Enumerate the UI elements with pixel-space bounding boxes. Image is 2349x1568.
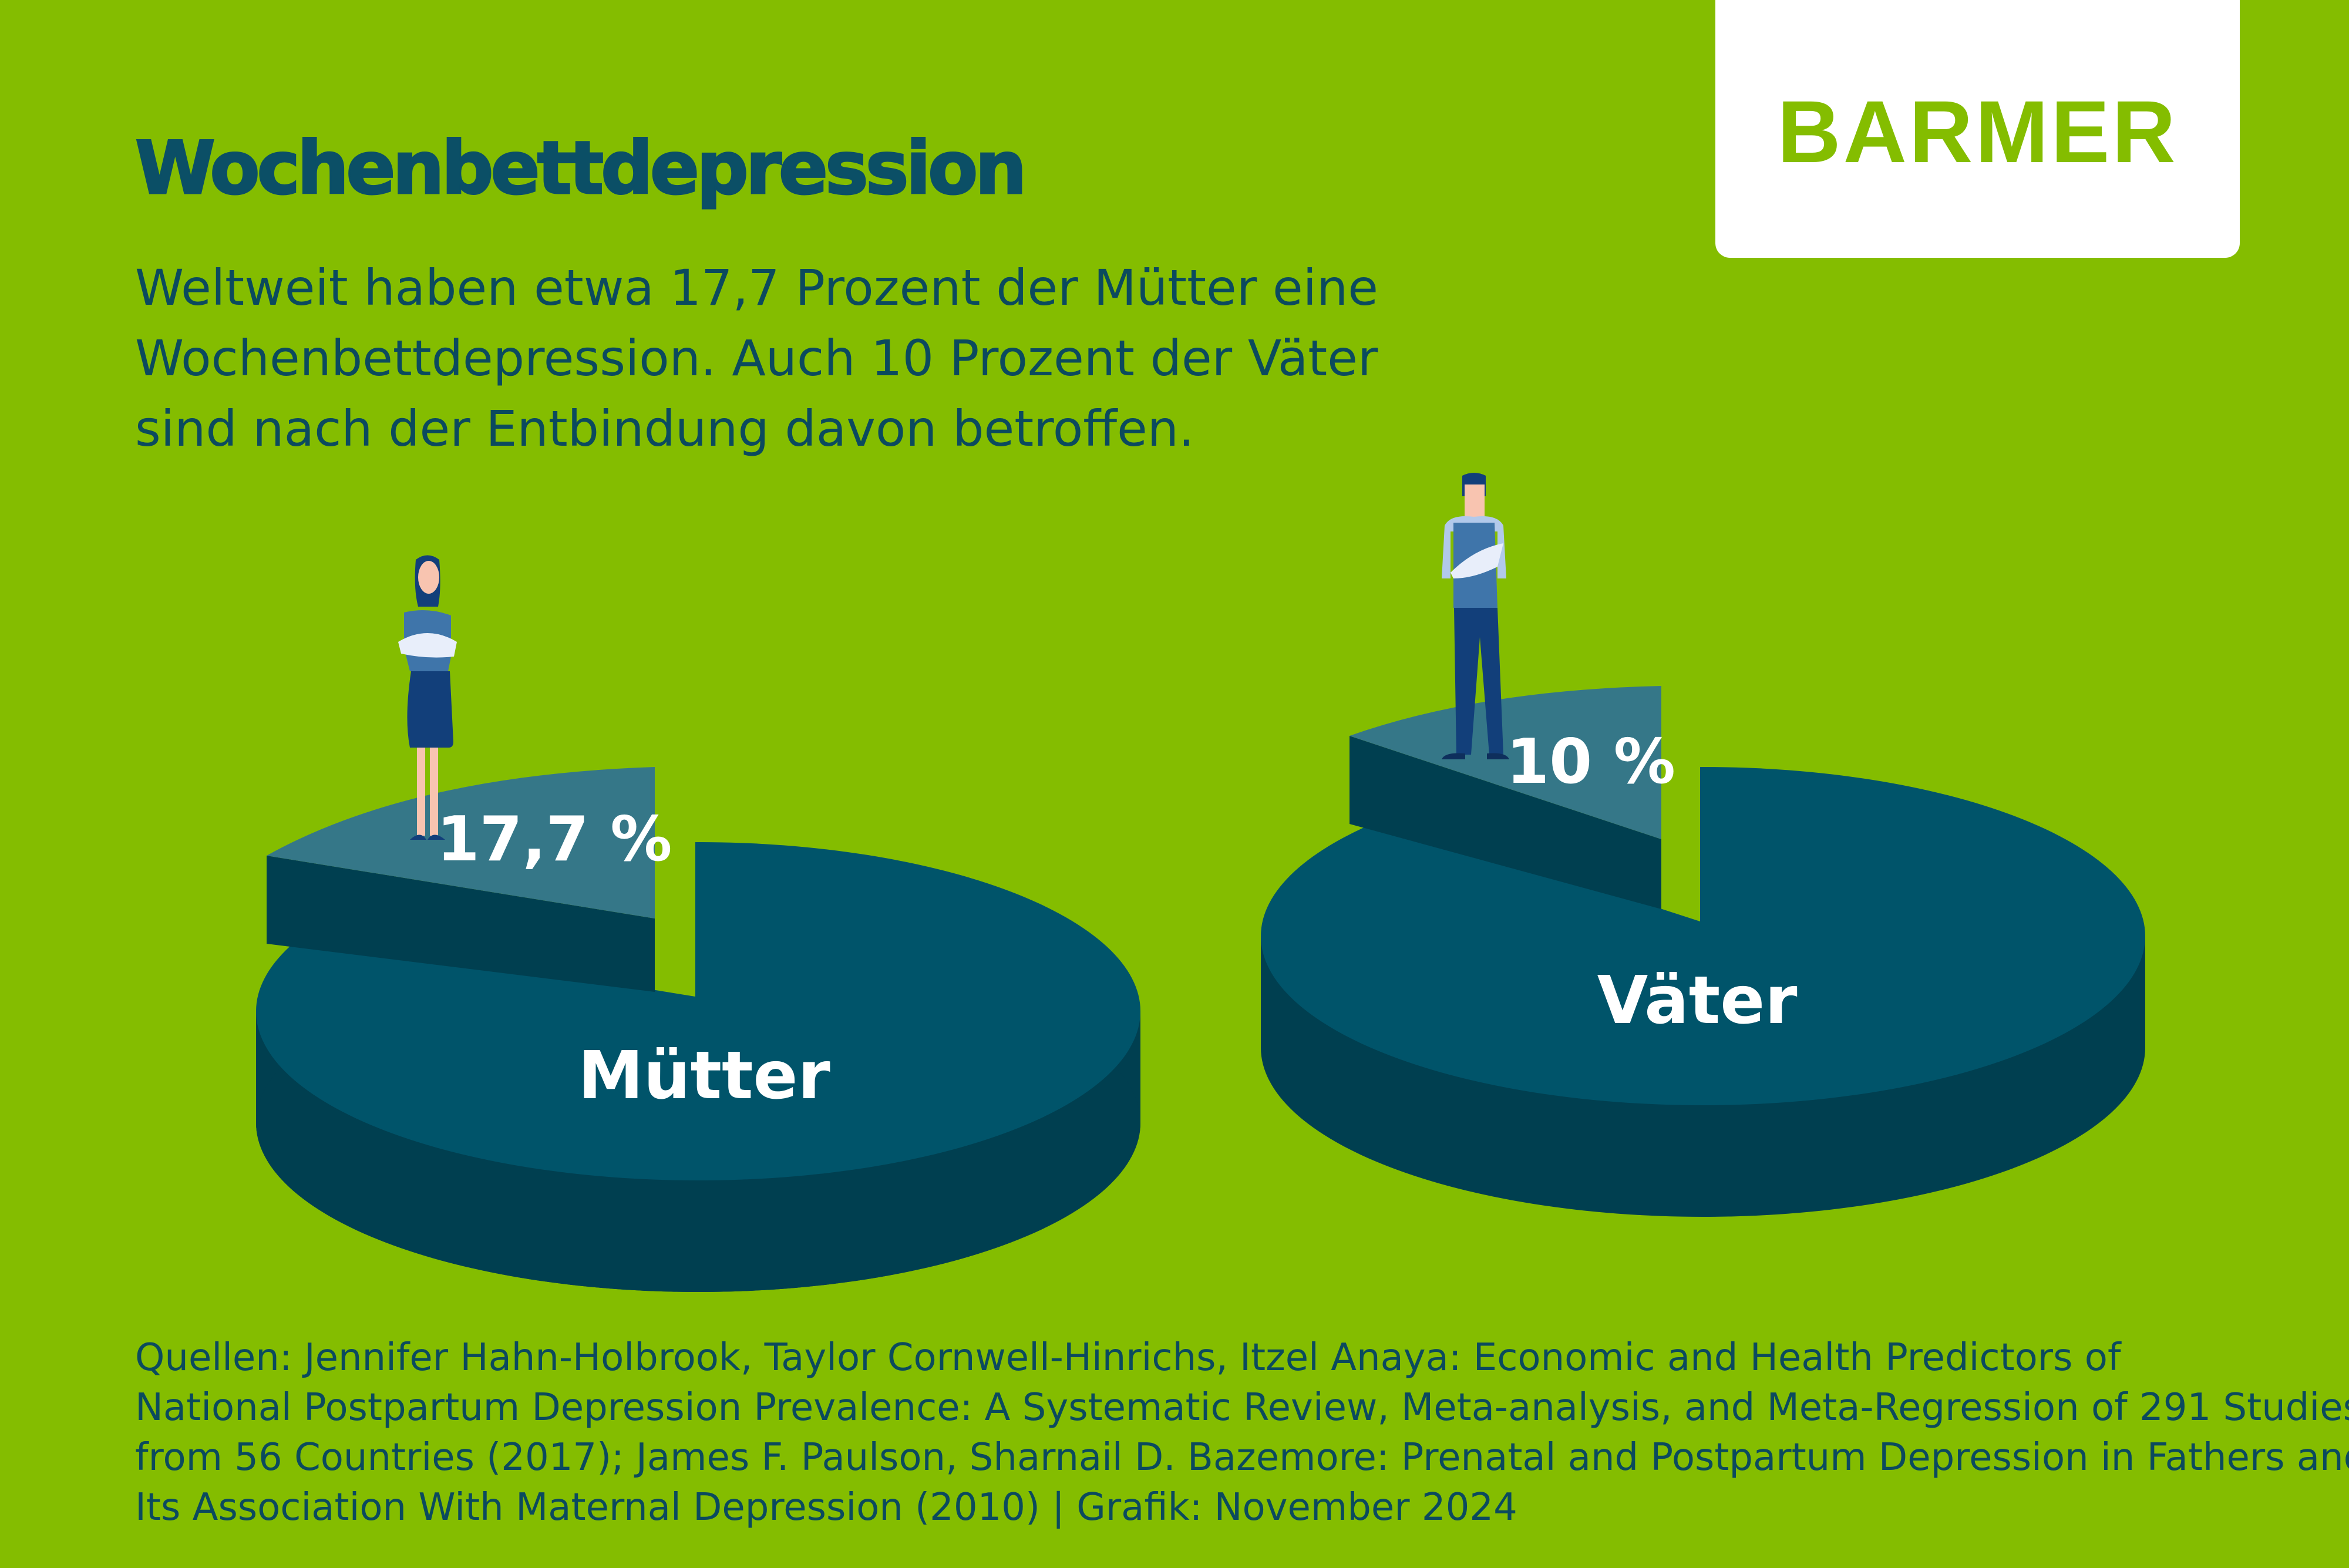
footer-line: from 56 Countries (2017); James F. Pauls…	[135, 1436, 2349, 1479]
pie-vater-slice-label: 10 %	[1506, 726, 1675, 798]
pie-mutter-label: Mütter	[578, 1038, 830, 1114]
pie-vater-exploded-side	[1350, 736, 1661, 909]
logo-box: BARMER	[1715, 0, 2240, 258]
intro-line: sind nach der Entbindung davon betroffen…	[135, 400, 1194, 457]
pie-mutter-slice-label: 17,7 %	[437, 803, 672, 875]
footer-line: Quellen: Jennifer Hahn-Holbrook, Taylor …	[135, 1336, 2121, 1379]
pie-mutter-exploded-side	[267, 856, 655, 992]
intro-line: Wochenbettdepression. Auch 10 Prozent de…	[135, 329, 1378, 387]
pie-vater-exploded-slice	[1350, 686, 1661, 839]
father-with-baby-icon	[1442, 473, 1509, 759]
pie-mutter	[223, 767, 1140, 1292]
page-title: Wochenbettdepression	[134, 126, 1028, 212]
mother-with-baby-icon	[398, 555, 457, 840]
barmer-logo: BARMER	[1777, 82, 2178, 181]
footer-line: Its Association With Maternal Depression…	[135, 1486, 1517, 1529]
pie-vater-label: Väter	[1597, 963, 1798, 1039]
sources-footer: Quellen: Jennifer Hahn-Holbrook, Taylor …	[135, 1333, 2349, 1533]
intro-line: Weltweit haben etwa 17,7 Prozent der Müt…	[135, 259, 1378, 317]
pie-vater	[1261, 686, 2145, 1217]
pie-mutter-exploded-slice	[267, 767, 655, 918]
footer-line: National Postpartum Depression Prevalenc…	[135, 1386, 2349, 1429]
intro-text: Weltweit haben etwa 17,7 Prozent der Müt…	[135, 253, 1486, 464]
